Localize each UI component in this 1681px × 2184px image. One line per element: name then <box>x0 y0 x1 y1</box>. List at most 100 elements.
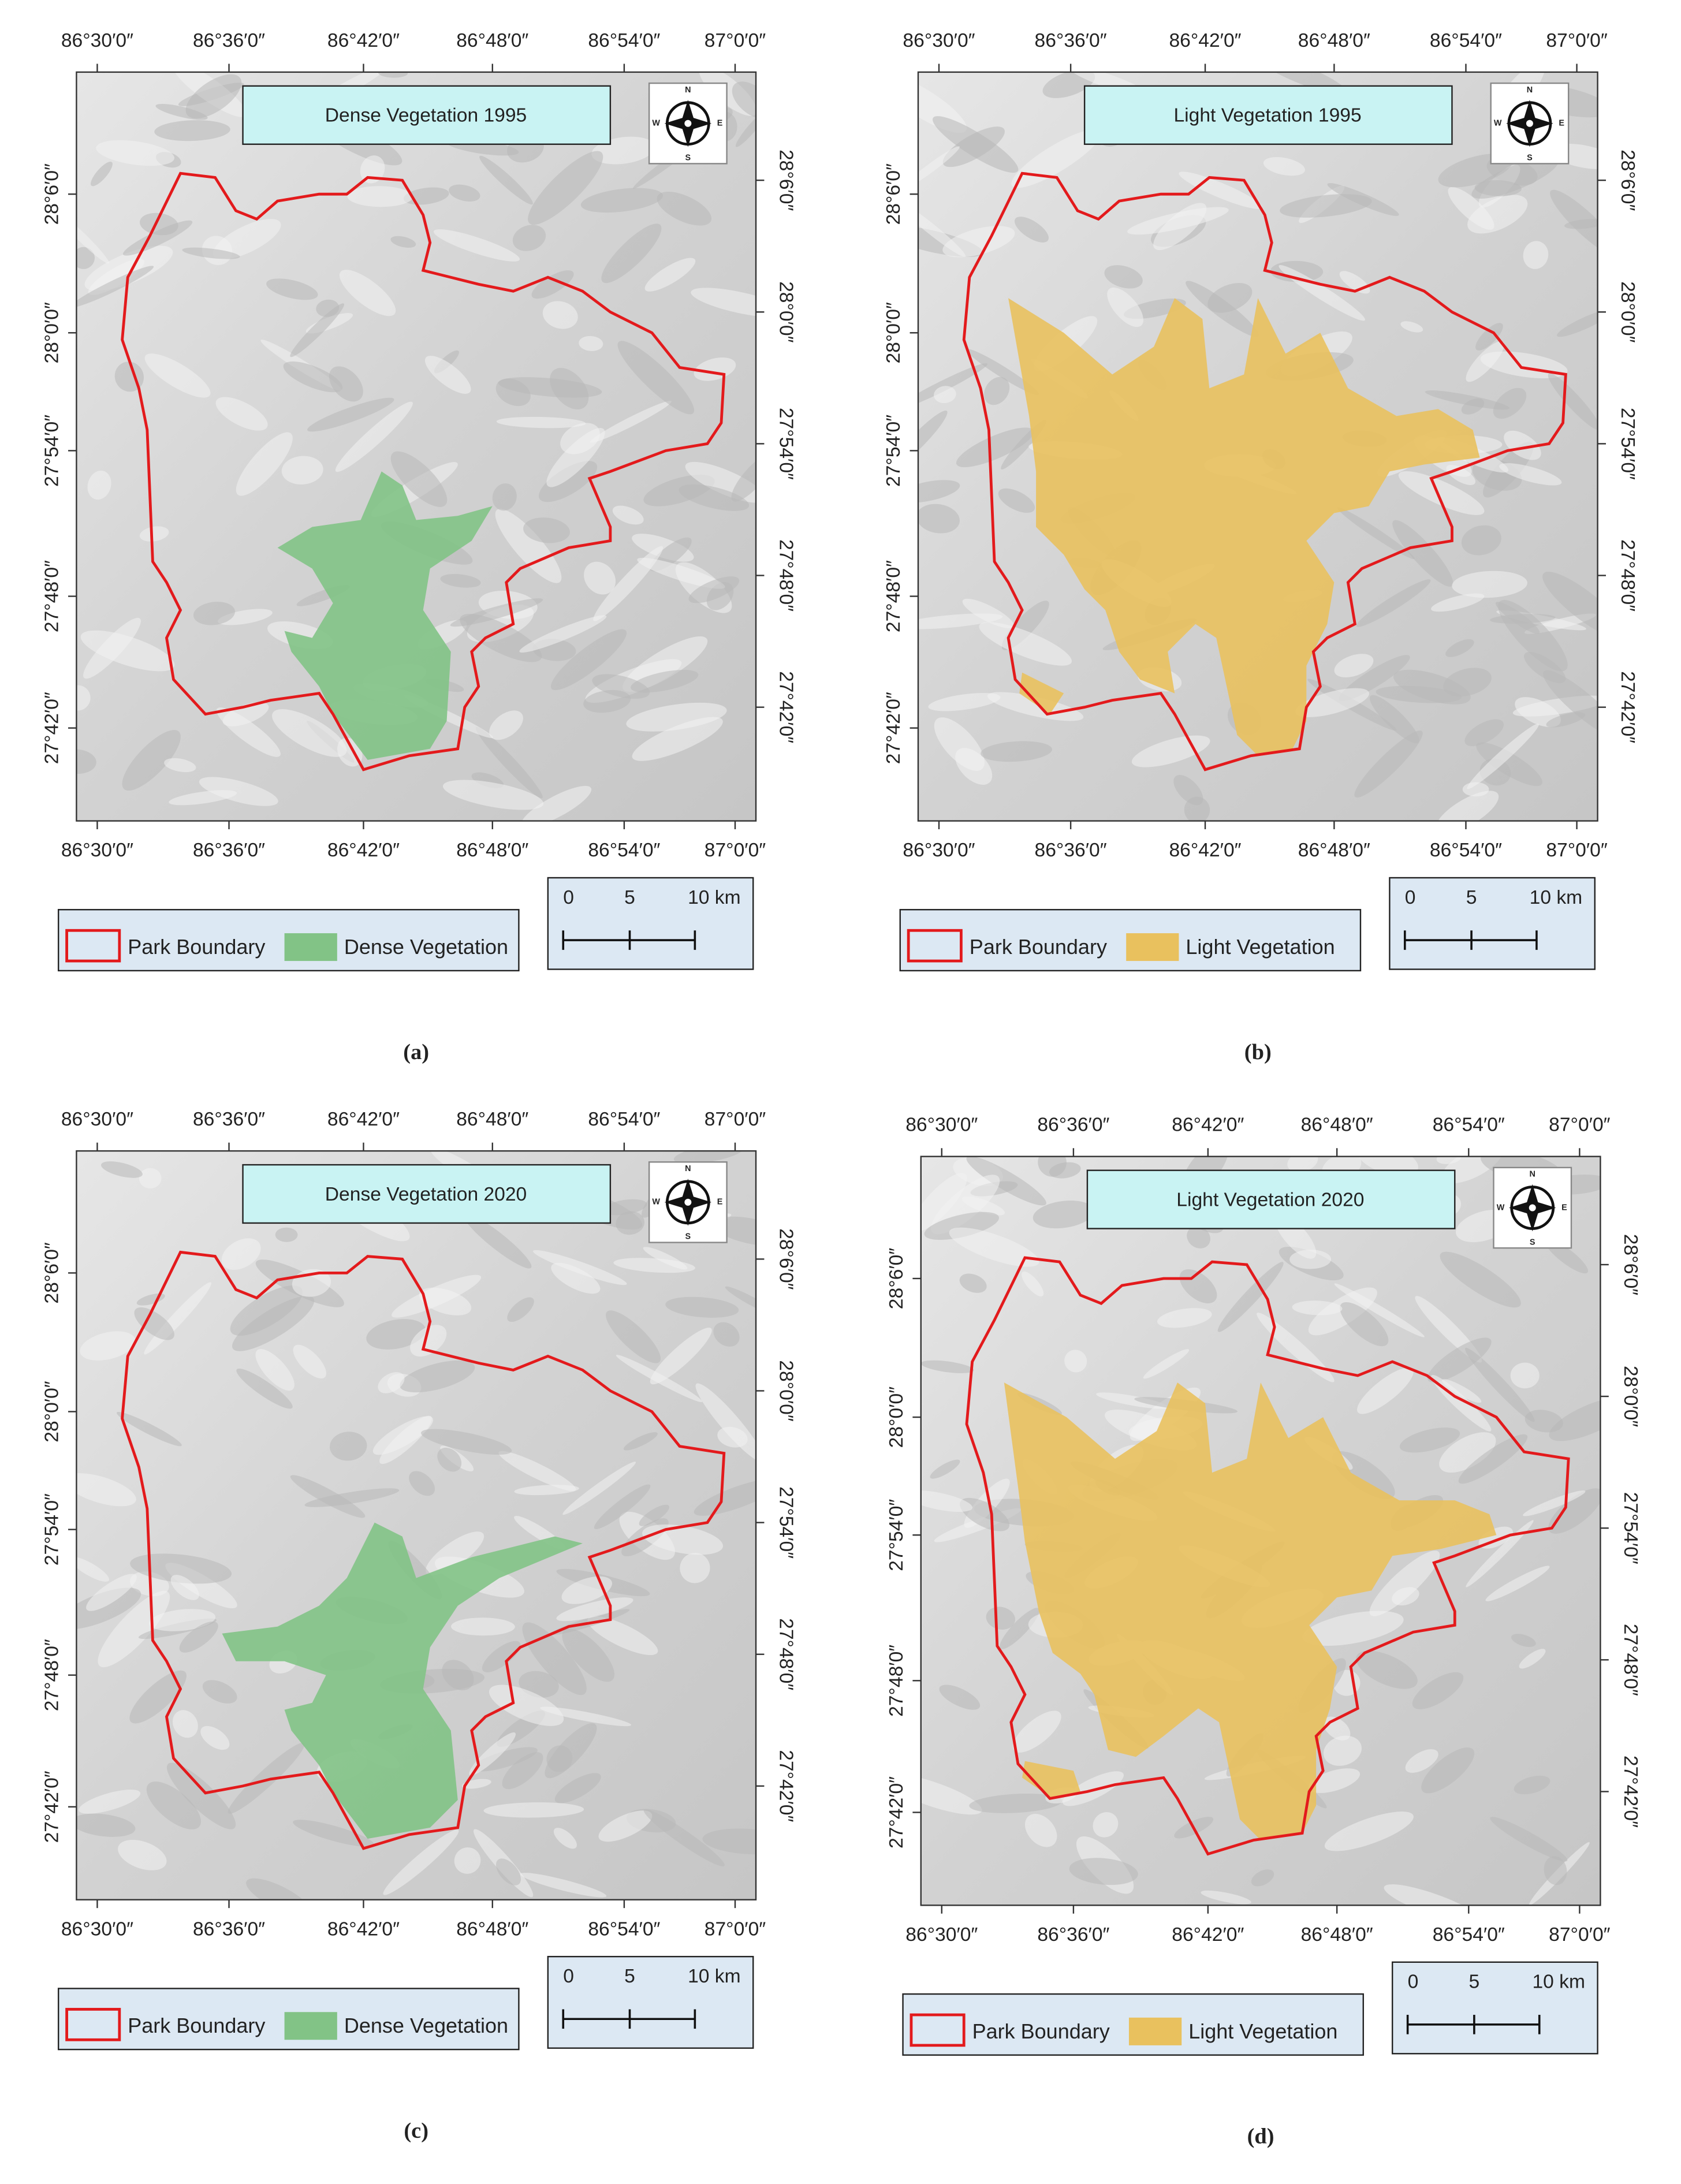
compass-center <box>1527 1203 1538 1213</box>
terrain-ridge <box>942 226 1015 258</box>
y-axis-label: 27°48′0″ <box>1617 539 1638 612</box>
terrain-ridge <box>1523 241 1549 269</box>
scale-label: 5 <box>624 1966 635 1987</box>
compass-letter: E <box>717 1198 723 1207</box>
terrain-ridge <box>1186 281 1259 337</box>
terrain-ridge <box>551 1262 601 1294</box>
terrain-ridge <box>463 1213 532 1269</box>
legend-label: Park Boundary <box>972 2019 1110 2043</box>
terrain-ridge <box>1257 1313 1335 1382</box>
terrain-ridge <box>650 1328 712 1385</box>
scale-label: 0 <box>1405 887 1416 908</box>
terrain-ridge <box>918 504 960 534</box>
map-panel: 86°30′0″ 86°30′0″ 86°36′0″ 86°36′0″ 86°42′0″… <box>886 1115 1641 2149</box>
terrain-ridge <box>1439 1432 1496 1473</box>
terrain-ridge <box>556 1597 633 1622</box>
terrain-ridge <box>540 1706 632 1727</box>
y-axis-label: 27°48′0″ <box>1620 1624 1641 1696</box>
terrain-ridge <box>307 397 394 432</box>
terrain-ridge <box>166 1762 236 1829</box>
scale-label: 10 km <box>1530 887 1583 908</box>
x-axis-label: 87°0′0″ <box>1549 1924 1611 1946</box>
caption: (a) <box>403 1040 429 1064</box>
terrain-ridge <box>1421 1747 1475 1794</box>
terrain-ridge <box>979 622 1072 666</box>
terrain-ridge <box>665 1296 739 1318</box>
terrain-ridge <box>1024 1813 1057 1847</box>
terrain-ridge <box>122 220 193 256</box>
terrain-ridge <box>1256 72 1347 95</box>
terrain-ridge <box>553 1828 577 1849</box>
terrain-ridge <box>986 1607 1015 1630</box>
terrain-ridge <box>383 1829 459 1895</box>
y-axis-label: 27°54′0″ <box>1617 408 1638 480</box>
terrain-ridge <box>1263 157 1305 176</box>
terrain-ridge <box>1442 1379 1482 1403</box>
terrain-ridge <box>283 361 343 393</box>
scale-label: 10 km <box>1532 1971 1585 1993</box>
terrain-ridge <box>275 1227 298 1242</box>
x-axis-label: 86°36′0″ <box>1035 840 1107 861</box>
terrain-ridge <box>539 461 598 502</box>
terrain-ridge <box>144 353 211 398</box>
terrain-ridge <box>483 1802 584 1818</box>
terrain-ridge <box>84 245 173 291</box>
terrain-ridge <box>920 1173 967 1232</box>
y-axis-label: 27°48′0″ <box>883 560 904 632</box>
compass-letter: N <box>685 1164 691 1173</box>
terrain-ridge <box>1292 1300 1343 1315</box>
terrain-ridge <box>76 1473 136 1507</box>
terrain-ridge <box>213 219 281 260</box>
y-axis-label: 28°0′0″ <box>776 1360 797 1422</box>
map-frame <box>920 1156 1601 1906</box>
legend-label: Park Boundary <box>128 2014 265 2037</box>
vegetation-area <box>1019 672 1064 714</box>
terrain-ridge <box>920 1773 982 1815</box>
terrain-ridge <box>1549 1397 1601 1441</box>
terrain-ridge <box>230 1285 303 1336</box>
terrain-ridge <box>732 81 756 119</box>
title-box <box>1086 1169 1456 1229</box>
legend-label: Dense Vegetation <box>344 2014 508 2037</box>
legend-swatch <box>1128 2017 1182 2045</box>
terrain-ridge <box>1201 1890 1251 1905</box>
terrain-ridge <box>420 1429 512 1455</box>
terrain-ridge <box>1014 217 1049 243</box>
terrain-ridge <box>562 1462 636 1515</box>
compass-center <box>1525 118 1535 129</box>
terrain-ridge <box>617 341 695 415</box>
terrain-ridge <box>1546 712 1586 728</box>
terrain-ridge <box>449 184 480 202</box>
x-axis-label: 87°0′0″ <box>1549 1115 1611 1136</box>
terrain-ridge <box>1096 1392 1169 1409</box>
y-axis-label: 27°54′0″ <box>776 1486 797 1559</box>
terrain-ridge <box>437 1447 462 1472</box>
terrain-ridge <box>1543 670 1598 739</box>
x-axis-label: 86°36′0″ <box>193 1109 265 1130</box>
compass-letter: W <box>652 119 660 128</box>
x-axis-label: 87°0′0″ <box>1546 30 1608 51</box>
x-axis-label: 86°54′0″ <box>1433 1924 1505 1946</box>
terrain-ridge <box>134 1307 174 1340</box>
terrain-ridge <box>507 1297 534 1322</box>
terrain-ridge <box>199 777 278 806</box>
terrain-ridge <box>584 561 616 595</box>
terrain-ridge <box>542 301 578 329</box>
terrain-ridge <box>554 1773 601 1803</box>
y-axis-label: 28°0′0″ <box>1617 281 1638 343</box>
terrain-ridge <box>76 210 109 264</box>
terrain-ridge <box>164 758 196 773</box>
terrain-ridge <box>281 456 323 484</box>
x-axis-label: 86°48′0″ <box>1298 840 1370 861</box>
x-axis-label: 86°36′0″ <box>193 840 265 861</box>
terrain-ridge <box>442 780 544 810</box>
terrain-ridge <box>228 1742 305 1814</box>
terrain-ridge <box>451 1617 515 1636</box>
terrain-ridge <box>580 188 663 213</box>
terrain-ridge <box>469 1732 516 1776</box>
terrain-ridge <box>631 669 699 693</box>
terrain-ridge <box>479 155 533 205</box>
terrain-ridge <box>1127 207 1229 235</box>
